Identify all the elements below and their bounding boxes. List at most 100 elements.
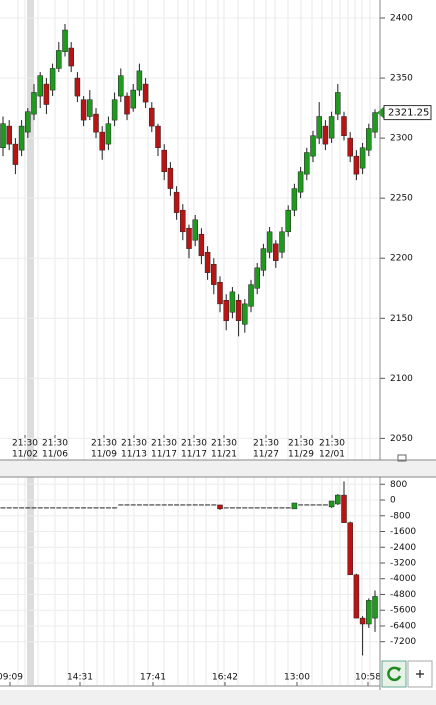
x-tick-time: 21:30 [151,439,177,449]
refresh-button[interactable] [381,660,407,688]
x-tick-time: 21:30 [42,439,68,449]
candle-body [223,300,229,321]
candle-body [56,50,62,69]
candle-body [62,29,68,52]
candle-body [211,263,217,285]
candle-body [372,112,378,133]
candle-body [111,99,118,121]
candle-body [136,70,143,91]
candle-body [173,191,180,213]
candle-body [130,89,136,109]
candle-body [366,128,372,151]
refresh-button-bg[interactable] [381,660,407,688]
candle-body [74,77,81,97]
candle-body [248,284,254,307]
refresh-arrow [396,667,401,672]
y-tick-label: -6400 [390,621,416,631]
x-tick-time: 21:30 [253,439,279,449]
x-tick-date: 11/06 [42,450,68,460]
x-tick-date: 11/17 [181,450,207,460]
x-tick-date: 11/29 [288,450,314,460]
candle-body [217,504,223,510]
candle-body [118,75,124,97]
candle-body [12,143,19,165]
candle-body [366,600,372,625]
y-tick-label: -3200 [390,558,416,568]
last-price-box [383,105,432,121]
panel-splitter [0,460,436,477]
splitter-handle [397,454,407,462]
session-band [27,0,34,460]
candle-body [341,494,347,523]
x-tick-time: 21:30 [181,439,207,449]
candle-body [155,125,161,148]
x-tick-label: 17:41 [140,673,166,683]
candle-body [328,500,335,508]
x-tick-label: 16:42 [212,673,238,683]
y-tick-label: 2350 [390,74,413,84]
candle-body [285,209,291,233]
candle-body [347,137,353,157]
candle-body [229,291,236,313]
y-tick-label: -4000 [390,574,416,584]
candle-body [359,147,366,169]
candle-body [328,116,335,139]
candle-body [80,99,87,121]
candle-body [167,167,174,189]
candle-body [105,123,112,145]
add-button[interactable] [407,660,433,688]
candle-body [297,171,304,193]
candle-body [149,107,155,127]
y-tick-label: 2050 [390,434,413,444]
candle-body [87,99,93,117]
y-tick-label: -2400 [390,543,416,553]
candle-body [372,596,378,619]
candle-body [273,243,279,261]
candle-body [93,113,99,133]
candle-body [359,617,366,625]
x-tick-date: 11/02 [12,450,38,460]
x-tick-time: 21:30 [121,439,147,449]
last-price-label: 2321.25 [388,108,429,119]
candle-body [353,155,360,175]
refresh-icon [387,666,402,682]
candle-body [353,574,360,619]
candle-body [335,494,341,505]
candle-body [99,131,105,151]
x-tick-label: 14:31 [67,673,93,683]
y-tick-label: 0 [390,496,396,506]
candle-body [304,152,310,175]
y-tick-label: 2400 [390,14,413,24]
x-tick-time: 21:30 [211,439,237,449]
x-tick-label: 10:58 [355,673,381,683]
plot-layer: 2050210021502200225023002350240021:3011/… [0,0,432,686]
x-tick-date: 11/21 [211,450,237,460]
x-tick-date: 11/27 [253,450,279,460]
candle-body [235,300,242,321]
x-tick-label: 13:00 [284,673,310,683]
session-band [27,477,34,685]
y-tick-label: 2100 [390,374,413,384]
candle-body [0,123,6,148]
y-tick-label: 2150 [390,314,413,324]
candle-body [49,68,56,91]
candle-body [217,281,223,305]
candle-body [291,502,298,510]
x-tick-date: 12/01 [319,450,345,460]
candle-body [18,125,25,151]
candle-body [316,116,322,139]
y-tick-label: 2300 [390,134,413,144]
y-tick-label: -800 [390,511,411,521]
plus-icon [416,670,424,678]
candle-body [204,251,211,273]
candle-body [279,231,285,253]
y-tick-label: -4800 [390,590,416,600]
candle-body [242,303,248,325]
x-tick-time: 21:30 [288,439,314,449]
y-tick-label: -1600 [390,527,416,537]
x-tick-date: 11/17 [151,450,177,460]
candle-body [43,83,50,105]
candle-body [25,111,31,133]
